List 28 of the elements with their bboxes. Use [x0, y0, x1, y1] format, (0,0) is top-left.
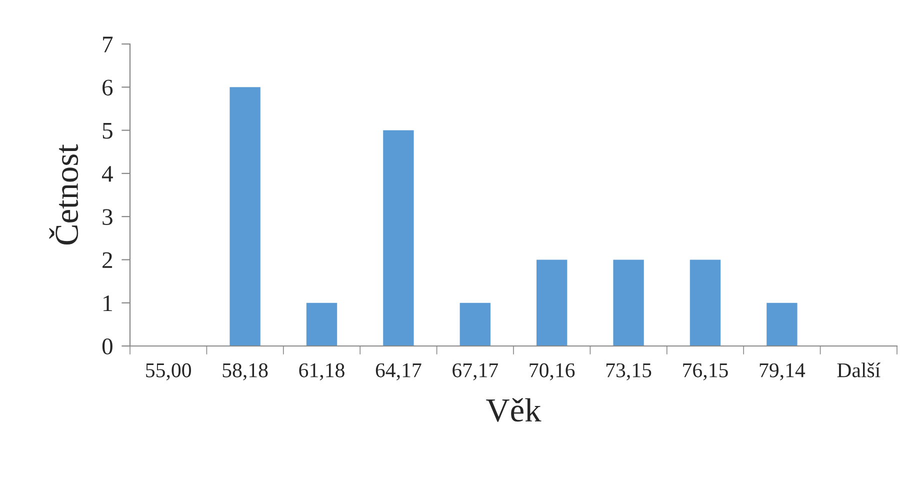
bar: [306, 302, 338, 346]
bar: [613, 260, 644, 346]
y-tick-label: 3: [102, 209, 112, 225]
bar: [230, 87, 260, 346]
bar: [690, 260, 721, 346]
y-axis-title: Četnost: [49, 144, 78, 245]
bar: [766, 302, 798, 346]
bar: [460, 302, 490, 346]
y-tick-label: 7: [103, 36, 113, 52]
y-tick-label: 6: [102, 80, 113, 96]
x-tick-label: Další: [837, 362, 880, 378]
x-tick-label: 61,18: [299, 363, 344, 380]
x-tick-label: 70,16: [530, 363, 575, 380]
y-tick-label: 2: [102, 252, 112, 268]
x-tick-label: 55,00: [146, 363, 191, 380]
x-tick-label: 67,17: [452, 363, 498, 380]
x-tick-label: 73,15: [606, 363, 652, 380]
x-tick-label: 58,18: [222, 363, 268, 380]
y-tick-label: 5: [102, 123, 112, 139]
x-tick-label: 76,15: [683, 363, 728, 380]
y-tick-label: 1: [104, 295, 112, 312]
bar: [536, 260, 568, 346]
y-tick-label: 0: [102, 338, 112, 354]
x-axis-title: Věk: [486, 398, 542, 422]
y-tick-label: 4: [102, 166, 113, 182]
x-tick-label: 79,14: [760, 363, 806, 380]
bar: [383, 130, 414, 346]
x-tick-label: 64,17: [376, 363, 422, 380]
